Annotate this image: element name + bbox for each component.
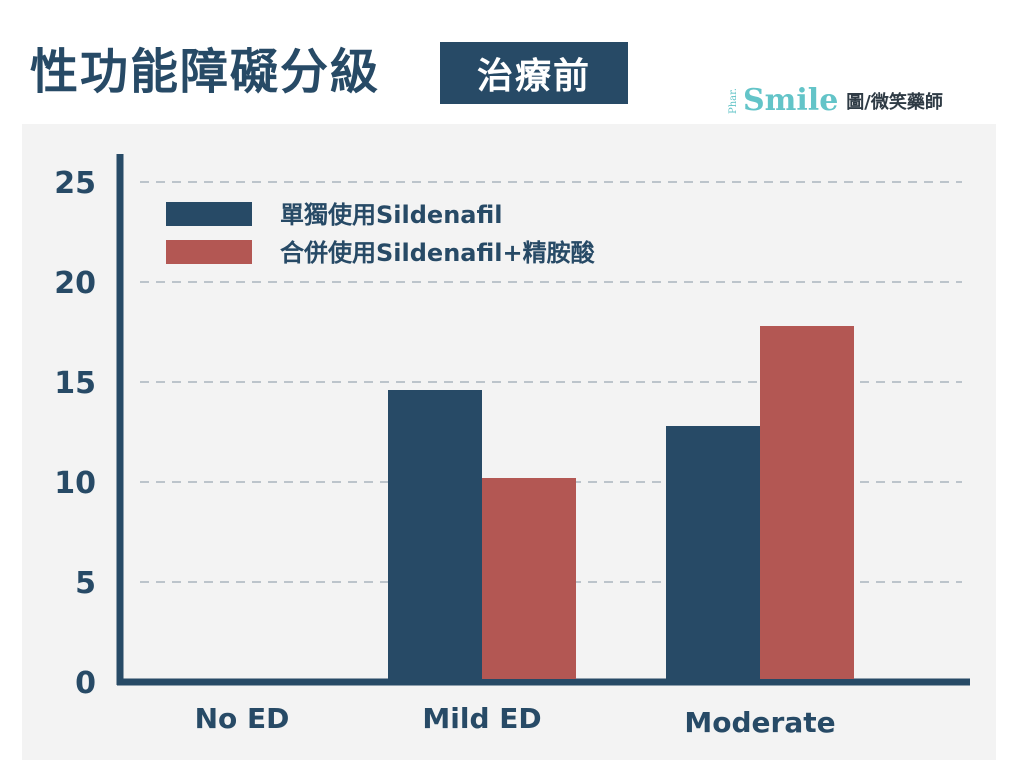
y-tick-label-20: 20	[54, 266, 96, 301]
brand-logo: Phar. Smile 圖/微笑藥師	[728, 84, 943, 118]
x-tick-label-mild-ed: Mild ED	[422, 702, 541, 735]
legend-swatch-series-1	[166, 202, 252, 226]
y-tick-label-0: 0	[75, 666, 96, 701]
legend-swatch-series-2	[166, 240, 252, 264]
bar-moderate-series-1	[666, 426, 760, 679]
y-tick-label-5: 5	[75, 566, 96, 601]
legend-label-series-1: 單獨使用Sildenafil	[280, 201, 503, 229]
y-tick-label-25: 25	[54, 166, 96, 201]
brand-credit: 圖/微笑藥師	[846, 92, 943, 113]
x-tick-label-no-ed: No ED	[195, 702, 290, 735]
bar-mild-ed-series-2	[482, 478, 576, 679]
bar-mild-ed-series-1	[388, 390, 482, 679]
brand-name: Smile	[743, 83, 839, 118]
y-tick-label-15: 15	[54, 366, 96, 401]
bar-moderate-series-2	[760, 326, 854, 679]
legend-label-series-2: 合併使用Sildenafil+精胺酸	[280, 239, 596, 267]
y-tick-label-10: 10	[54, 466, 96, 501]
x-tick-label-moderate: Moderate	[684, 706, 835, 739]
condition-badge: 治療前	[440, 42, 628, 104]
chart-title: 性功能障礙分級	[30, 44, 381, 100]
